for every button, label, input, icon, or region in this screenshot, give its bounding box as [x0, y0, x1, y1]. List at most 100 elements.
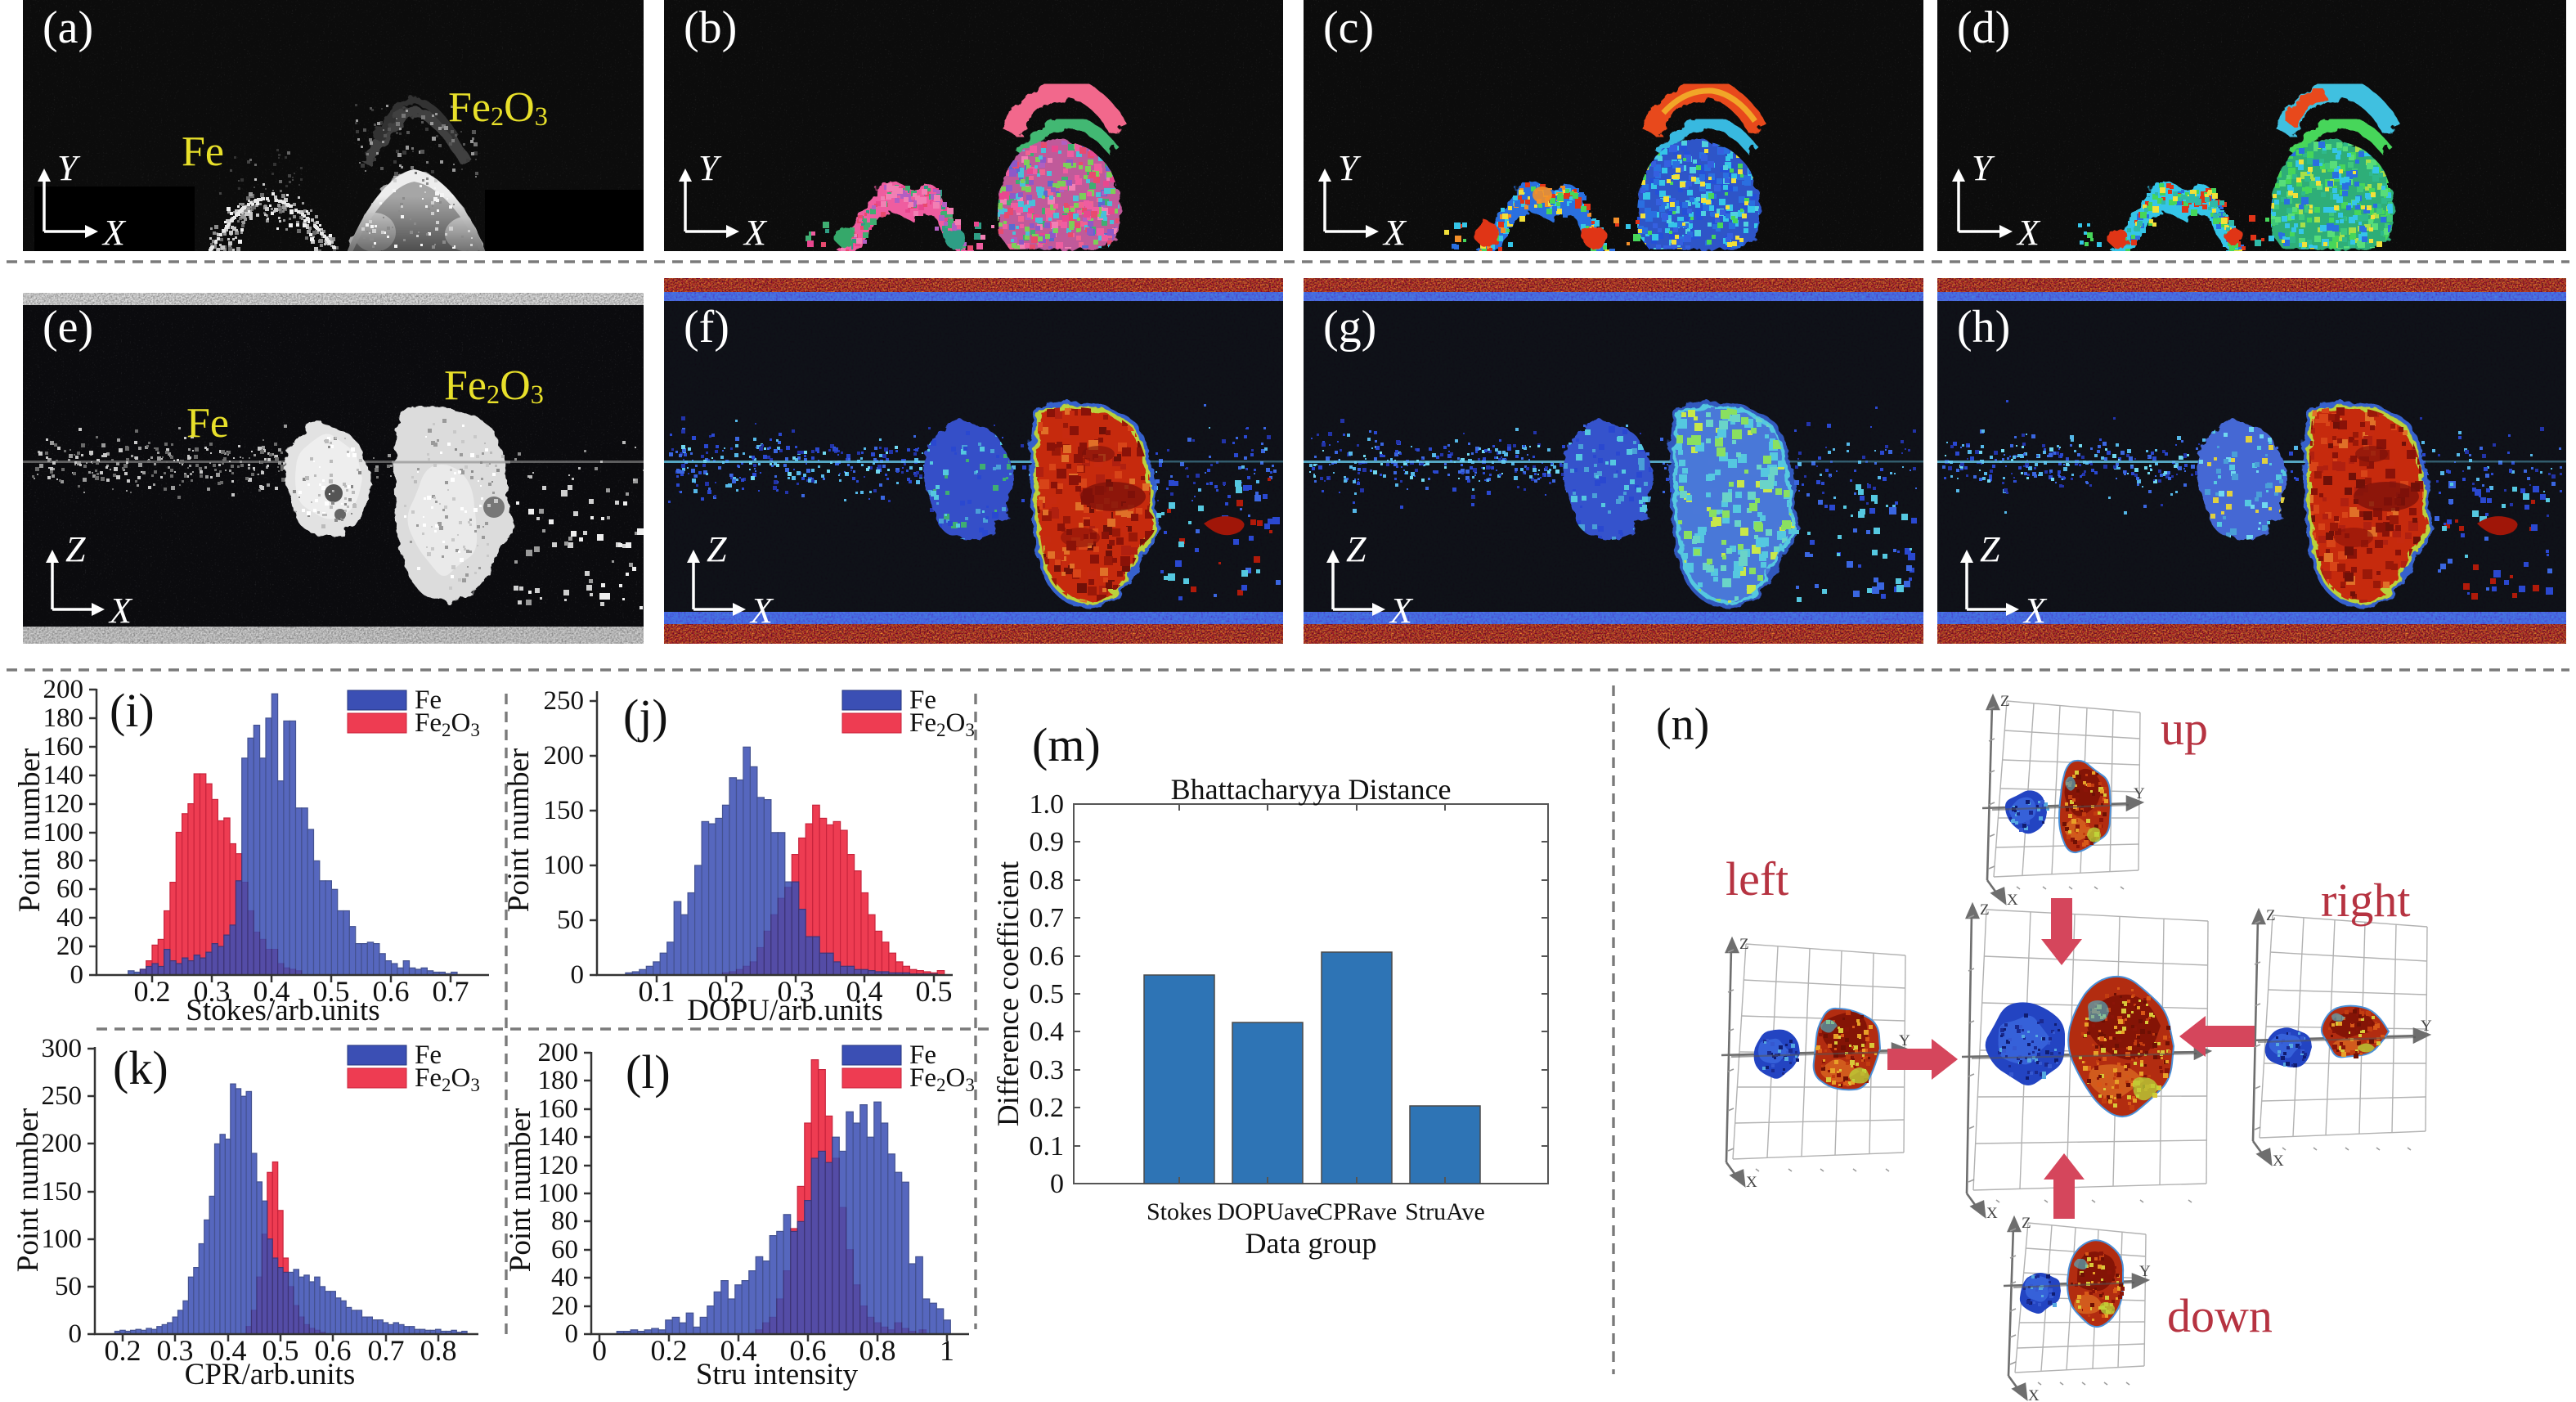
svg-text:(j): (j)	[623, 690, 668, 743]
svg-text:200: 200	[544, 741, 585, 771]
svg-text:1: 1	[940, 1334, 954, 1367]
svg-text:0.6: 0.6	[315, 1334, 352, 1367]
svg-text:250: 250	[544, 686, 585, 716]
svg-text:X: X	[743, 213, 768, 251]
svg-text:0.3: 0.3	[194, 975, 231, 1008]
svg-text:180: 180	[538, 1066, 579, 1095]
svg-text:120: 120	[538, 1151, 579, 1180]
svg-text:100: 100	[544, 851, 585, 880]
svg-text:X: X	[2028, 1387, 2040, 1402]
svg-text:Fe: Fe	[909, 1040, 936, 1070]
svg-text:StruAve: StruAve	[1405, 1198, 1485, 1225]
svg-text:0.4: 0.4	[720, 1334, 757, 1367]
svg-text:Y: Y	[1972, 148, 1995, 188]
svg-text:20: 20	[551, 1292, 578, 1321]
svg-text:0.5: 0.5	[313, 975, 350, 1008]
svg-text:(i): (i)	[110, 684, 155, 737]
svg-text:0.4: 0.4	[846, 975, 883, 1008]
svg-text:X: X	[1382, 213, 1407, 251]
svg-text:Point number: Point number	[16, 748, 47, 912]
svg-text:Fe2O3: Fe2O3	[415, 708, 480, 740]
svg-text:300: 300	[42, 1034, 83, 1063]
svg-text:Stokes: Stokes	[1147, 1198, 1212, 1225]
svg-text:60: 60	[56, 874, 83, 904]
svg-text:Y: Y	[2421, 1018, 2432, 1035]
svg-text:X: X	[1389, 591, 1414, 631]
svg-text:100: 100	[538, 1179, 579, 1208]
svg-text:0.4: 0.4	[254, 975, 290, 1008]
svg-text:0: 0	[70, 960, 84, 990]
svg-text:80: 80	[56, 846, 83, 875]
svg-text:0.2: 0.2	[708, 975, 745, 1008]
svg-text:Fe2O3: Fe2O3	[415, 1063, 480, 1095]
svg-text:(k): (k)	[113, 1041, 168, 1094]
svg-text:20: 20	[56, 932, 83, 961]
svg-text:100: 100	[43, 818, 84, 847]
svg-text:0.4: 0.4	[1030, 1017, 1065, 1047]
svg-text:X: X	[1986, 1205, 1998, 1222]
svg-text:250: 250	[42, 1081, 83, 1111]
svg-text:Fe2O3: Fe2O3	[909, 708, 975, 740]
svg-text:Y: Y	[57, 148, 81, 188]
svg-text:0.1: 0.1	[639, 975, 675, 1008]
svg-text:200: 200	[43, 679, 84, 704]
svg-text:Y: Y	[698, 148, 722, 188]
svg-text:Fe: Fe	[909, 685, 936, 715]
svg-text:Z: Z	[1980, 901, 1990, 919]
svg-text:0: 0	[592, 1334, 607, 1367]
svg-text:0.5: 0.5	[1030, 979, 1065, 1009]
svg-text:X: X	[2022, 591, 2048, 631]
svg-text:Y: Y	[1338, 148, 1362, 188]
svg-text:0.6: 0.6	[373, 975, 410, 1008]
svg-text:0.7: 0.7	[433, 975, 469, 1008]
svg-text:150: 150	[544, 796, 585, 825]
svg-text:Z: Z	[2022, 1215, 2031, 1232]
svg-text:0.3: 0.3	[157, 1334, 194, 1367]
svg-text:160: 160	[538, 1094, 579, 1124]
svg-text:Bhattacharyya Distance: Bhattacharyya Distance	[1171, 773, 1452, 806]
svg-text:Y: Y	[2134, 785, 2145, 802]
svg-text:0.6: 0.6	[1030, 941, 1065, 972]
svg-text:Stru intensity: Stru intensity	[696, 1358, 859, 1391]
svg-text:Z: Z	[65, 529, 86, 569]
svg-text:CPRave: CPRave	[1317, 1198, 1397, 1225]
svg-text:0.7: 0.7	[368, 1334, 405, 1367]
svg-text:Y: Y	[1899, 1032, 1910, 1049]
svg-text:0: 0	[69, 1319, 83, 1349]
svg-text:0.5: 0.5	[916, 975, 953, 1008]
svg-text:60: 60	[551, 1235, 578, 1265]
svg-text:0.1: 0.1	[1030, 1131, 1065, 1162]
svg-text:0.8: 0.8	[1030, 865, 1065, 896]
svg-text:0: 0	[571, 960, 585, 990]
svg-text:80: 80	[551, 1207, 578, 1236]
svg-text:Z: Z	[2266, 907, 2276, 924]
svg-text:(m): (m)	[1032, 718, 1101, 771]
svg-text:X: X	[1746, 1174, 1757, 1191]
svg-text:140: 140	[538, 1122, 579, 1152]
svg-text:Fe: Fe	[415, 1040, 442, 1070]
svg-text:0.2: 0.2	[105, 1334, 141, 1367]
svg-text:0.2: 0.2	[651, 1334, 688, 1367]
svg-text:120: 120	[43, 789, 84, 819]
svg-text:Data group: Data group	[1245, 1227, 1377, 1260]
svg-text:Point number: Point number	[507, 1108, 537, 1272]
svg-text:0: 0	[565, 1319, 579, 1349]
svg-text:150: 150	[42, 1177, 83, 1207]
svg-text:0.7: 0.7	[1030, 903, 1065, 933]
svg-text:Difference coefficient: Difference coefficient	[992, 861, 1025, 1126]
svg-text:DOPUave: DOPUave	[1217, 1198, 1317, 1225]
svg-text:0.8: 0.8	[859, 1334, 896, 1367]
svg-text:0.2: 0.2	[134, 975, 171, 1008]
svg-text:180: 180	[43, 703, 84, 733]
svg-text:200: 200	[538, 1038, 579, 1067]
svg-text:CPR/arb.units: CPR/arb.units	[185, 1358, 356, 1391]
svg-text:50: 50	[55, 1272, 82, 1301]
svg-text:0.3: 0.3	[1030, 1055, 1065, 1085]
svg-text:Fe2O3: Fe2O3	[909, 1063, 975, 1095]
svg-text:0.5: 0.5	[263, 1334, 299, 1367]
svg-text:Z: Z	[1346, 529, 1367, 569]
svg-text:(l): (l)	[626, 1045, 671, 1099]
svg-text:Fe: Fe	[415, 685, 442, 715]
svg-text:1.0: 1.0	[1030, 789, 1065, 820]
svg-text:Z: Z	[707, 529, 727, 569]
